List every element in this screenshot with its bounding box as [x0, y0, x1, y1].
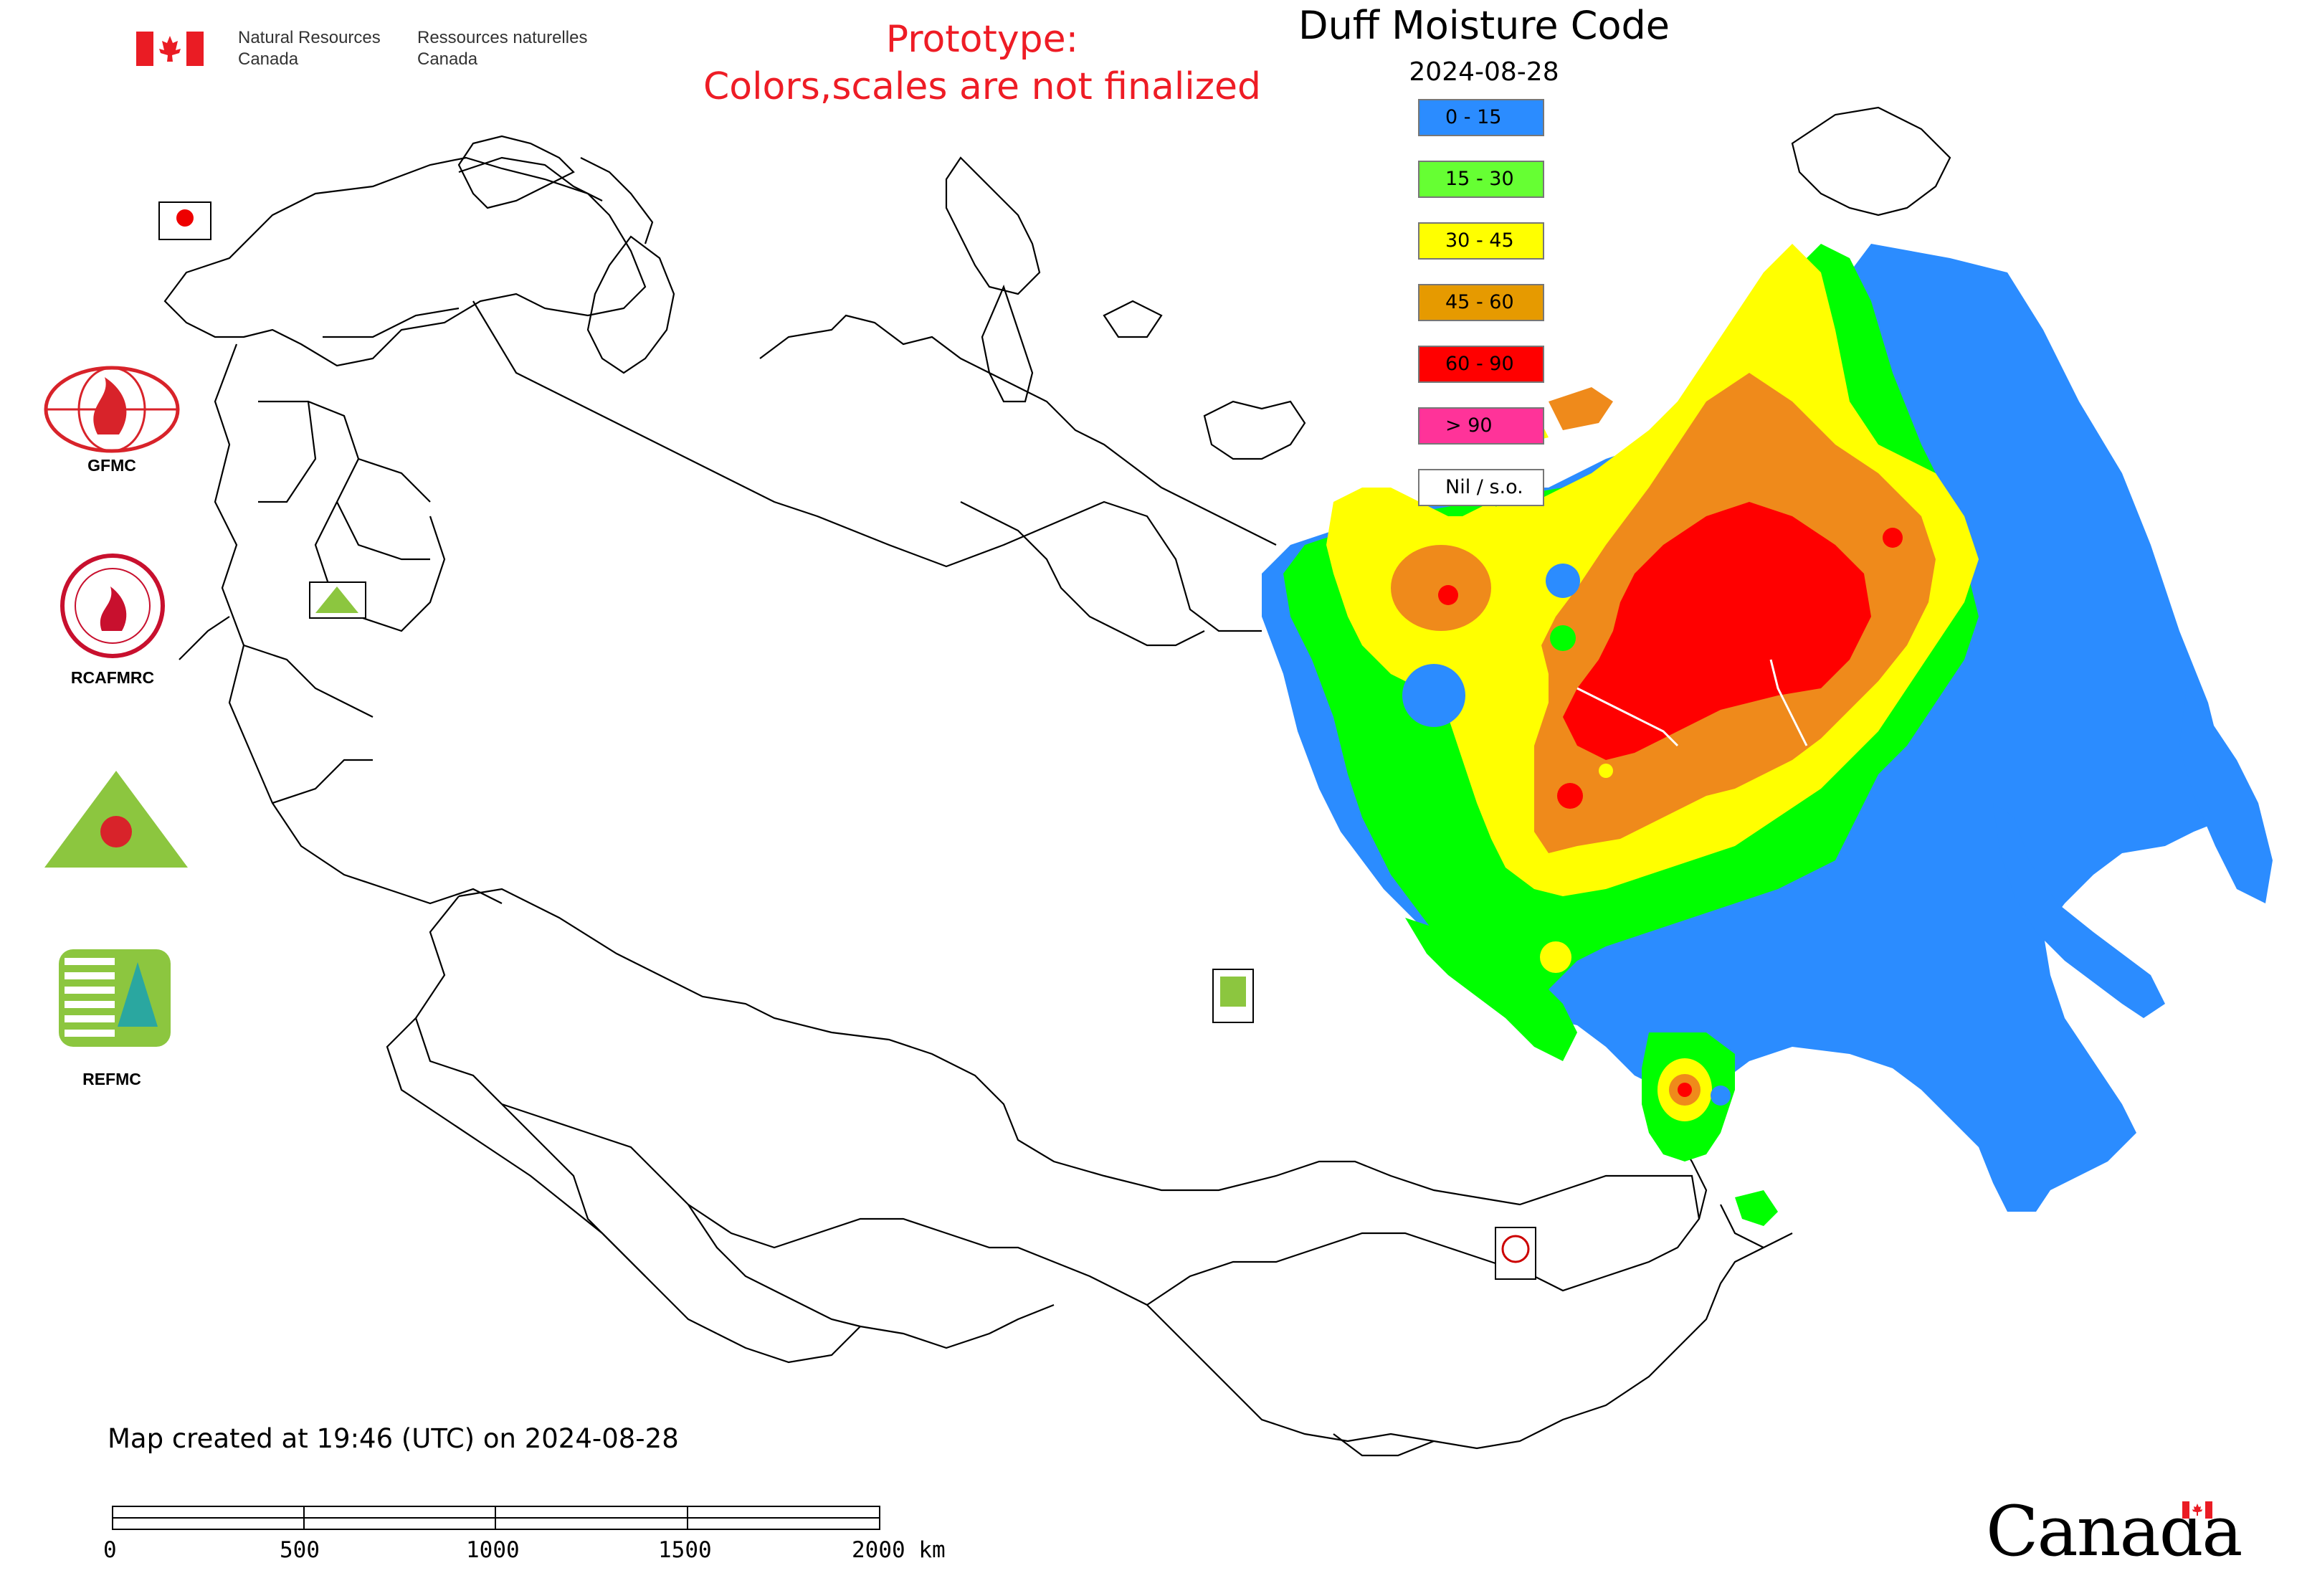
prototype-line-1: Prototype: — [885, 18, 1079, 61]
rcafmrc-label: RCAFMRC — [70, 668, 155, 687]
map-title: Duff Moisture Code — [1298, 3, 1670, 48]
wordmark-flag-icon — [2182, 1501, 2212, 1519]
prototype-line-2: Colors,scales are not finalized — [703, 65, 1262, 108]
legend-item-over-90: > 90 — [1418, 407, 1544, 445]
legend-item-0-15: 0 - 15 — [1418, 99, 1544, 136]
scale-bar — [112, 1506, 880, 1530]
scale-tick-2000-km: 2000 km — [852, 1537, 946, 1563]
nrcan-french-name: Ressources naturelles Canada — [417, 28, 588, 69]
reefmc-marker-icon — [315, 586, 358, 613]
legend-item-nil: Nil / s.o. — [1418, 469, 1544, 506]
scale-tick-1000: 1000 — [466, 1537, 520, 1563]
refmc-label: REFMC — [82, 1070, 141, 1088]
scale-tick-500: 500 — [280, 1537, 320, 1563]
legend-item-45-60: 45 - 60 — [1418, 284, 1544, 321]
rcafmrc-marker-icon — [1501, 1235, 1530, 1263]
reefmc-logo-icon — [44, 771, 188, 868]
gfmc-label: GFMC — [87, 456, 136, 475]
map-date: 2024-08-28 — [1409, 57, 1559, 87]
nrcan-english-name: Natural Resources Canada — [238, 28, 381, 69]
scale-tick-1500: 1500 — [658, 1537, 712, 1563]
dmc-surface — [1262, 244, 2273, 1226]
gfmc-marker-icon — [176, 209, 194, 227]
legend-item-30-45: 30 - 45 — [1418, 222, 1544, 260]
country-boundaries — [163, 106, 1951, 1457]
gfmc-logo-icon — [44, 366, 180, 453]
rcafmrc-logo-icon — [60, 554, 165, 658]
legend-item-60-90: 60 - 90 — [1418, 346, 1544, 383]
legend-item-15-30: 15 - 30 — [1418, 161, 1544, 198]
scale-tick-0: 0 — [103, 1537, 117, 1563]
refmc-marker-icon — [1220, 977, 1246, 1007]
canada-flag-icon — [136, 32, 204, 66]
prototype-warning: Prototype: Colors,scales are not finaliz… — [645, 16, 1319, 110]
map-created-note: Map created at 19:46 (UTC) on 2024-08-28 — [108, 1423, 679, 1454]
refmc-logo-icon — [59, 949, 171, 1047]
